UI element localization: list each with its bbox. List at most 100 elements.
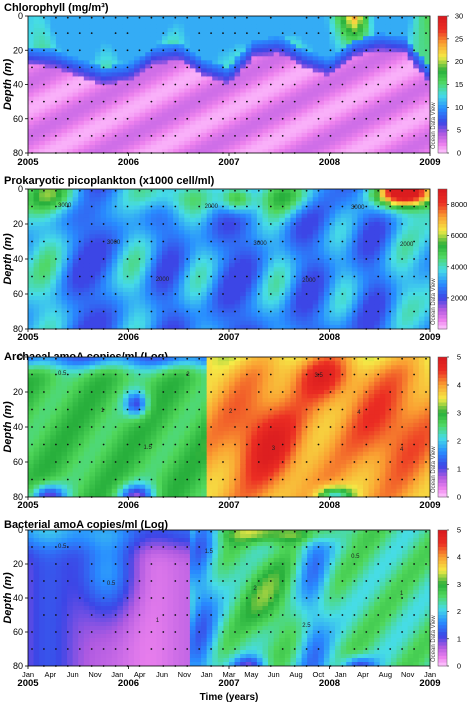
heatmap-cell	[178, 132, 185, 138]
heatmap-cell	[256, 267, 264, 272]
heatmap-cell	[279, 267, 286, 272]
heatmap-cell	[234, 304, 241, 310]
heatmap-cell	[78, 312, 85, 318]
heatmap-cell	[296, 291, 303, 297]
heatmap-cell	[162, 124, 169, 130]
heatmap-cell	[379, 259, 386, 264]
heatmap-cell	[273, 209, 280, 215]
heatmap-cell	[33, 242, 40, 248]
heatmap-cell	[111, 92, 118, 98]
heatmap-cell	[178, 230, 185, 235]
heatmap-cell	[156, 100, 163, 106]
heatmap-cell	[28, 104, 35, 110]
heatmap-cell	[262, 52, 269, 57]
heatmap-cell	[340, 124, 347, 130]
heatmap-cell	[374, 213, 381, 219]
heatmap-cell	[374, 221, 381, 227]
heatmap-cell	[374, 271, 381, 277]
heatmap-cell	[374, 197, 381, 202]
heatmap-cell	[167, 60, 174, 65]
heatmap-cell	[379, 291, 386, 297]
heatmap-cell	[139, 279, 146, 285]
heatmap-cell	[301, 84, 308, 90]
heatmap-cell	[385, 238, 392, 244]
heatmap-cell	[178, 234, 185, 240]
heatmap-cell	[234, 291, 241, 297]
heatmap-cell	[368, 193, 375, 198]
heatmap-cell	[55, 230, 63, 235]
heatmap-cell	[279, 136, 286, 142]
heatmap-cell	[150, 48, 158, 53]
heatmap-cell	[83, 304, 91, 310]
heatmap-cell	[195, 20, 202, 25]
heatmap-cell	[340, 197, 347, 202]
heatmap-cell	[262, 267, 269, 272]
heatmap-cell	[340, 92, 347, 98]
heatmap-cell	[122, 263, 130, 268]
heatmap-cell	[173, 197, 180, 202]
heatmap-cell	[134, 193, 141, 198]
heatmap-cell	[95, 250, 102, 256]
heatmap-cell	[89, 80, 96, 86]
heatmap-cell	[217, 104, 225, 110]
heatmap-cell	[268, 104, 275, 110]
heatmap-cell	[117, 112, 124, 118]
heatmap-cell	[268, 242, 275, 248]
heatmap-cell	[279, 72, 286, 78]
heatmap-cell	[307, 44, 314, 49]
heatmap-cell	[150, 271, 158, 277]
heatmap-cell	[340, 24, 347, 29]
heatmap-cell	[335, 197, 342, 202]
heatmap-cell	[78, 68, 85, 74]
heatmap-cell	[413, 72, 420, 78]
heatmap-cell	[61, 271, 68, 277]
heatmap-cell	[307, 263, 314, 268]
colorbar-segment	[438, 142, 447, 147]
heatmap-cell	[128, 226, 135, 231]
heatmap-cell	[229, 279, 236, 285]
heatmap-cell	[374, 193, 381, 198]
heatmap-cell	[385, 254, 392, 260]
sample-dot	[341, 83, 344, 86]
heatmap-cell	[162, 238, 169, 244]
heatmap-cell	[150, 68, 158, 74]
heatmap-cell	[223, 132, 230, 138]
heatmap-cell	[340, 234, 347, 240]
heatmap-cell	[128, 136, 135, 142]
heatmap-cell	[385, 312, 392, 318]
sample-dot	[365, 117, 368, 120]
heatmap-cell	[240, 124, 247, 130]
heatmap-cell	[95, 92, 102, 98]
heatmap-cell	[418, 148, 426, 153]
heatmap-cell	[245, 205, 252, 211]
heatmap-cell	[44, 36, 51, 41]
heatmap-cell	[89, 76, 96, 82]
sample-dot	[401, 83, 403, 86]
heatmap-cell	[229, 56, 236, 61]
heatmap-cell	[396, 16, 403, 21]
heatmap-cell	[156, 213, 163, 219]
heatmap-cell	[61, 250, 68, 256]
heatmap-cell	[268, 217, 275, 223]
heatmap-cell	[323, 209, 331, 215]
sample-dot	[210, 135, 213, 137]
heatmap-cell	[340, 271, 347, 277]
heatmap-cell	[368, 124, 375, 130]
heatmap-cell	[368, 189, 375, 194]
heatmap-cell	[323, 304, 331, 310]
heatmap-cell	[95, 124, 102, 130]
heatmap-cell	[145, 108, 152, 114]
heatmap-cell	[357, 68, 364, 74]
heatmap-cell	[83, 275, 91, 281]
heatmap-cell	[335, 221, 342, 227]
heatmap-cell	[251, 16, 258, 21]
heatmap-cell	[301, 267, 308, 272]
heatmap-cell	[89, 259, 96, 264]
heatmap-cell	[217, 263, 225, 268]
heatmap-cell	[268, 20, 275, 25]
heatmap-cell	[396, 144, 403, 150]
heatmap-cell	[402, 28, 409, 33]
heatmap-cell	[296, 36, 303, 41]
heatmap-cell	[67, 213, 74, 219]
sample-dot	[114, 83, 117, 86]
